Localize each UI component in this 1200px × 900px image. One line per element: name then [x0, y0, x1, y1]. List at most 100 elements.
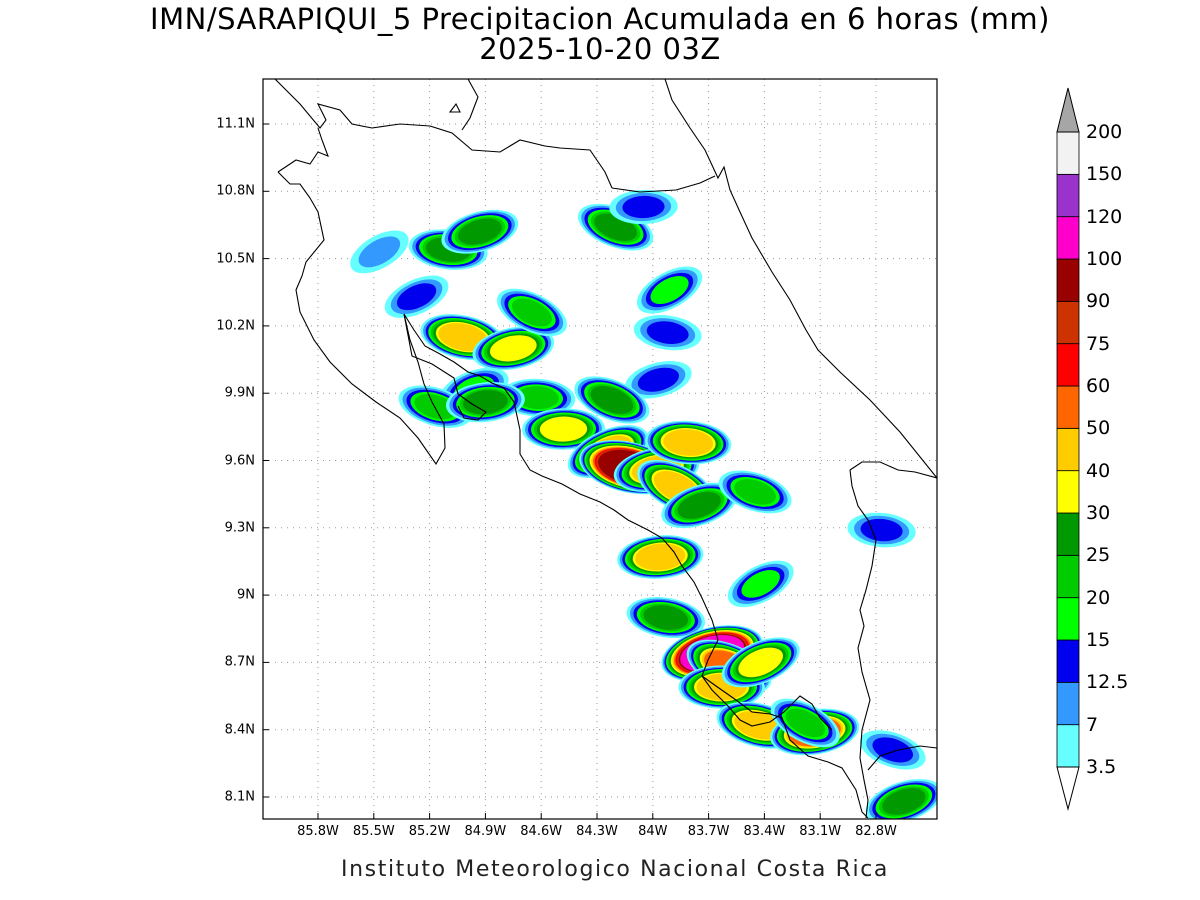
lon-tick-label: 82.8W: [855, 824, 897, 839]
lat-tick-label: 9N: [237, 587, 255, 603]
precip-contour: [622, 195, 665, 219]
colorbar-label: 50: [1086, 417, 1111, 440]
map-subtitle: 2025-10-20 03Z: [479, 32, 721, 66]
precip-cell: [770, 698, 840, 748]
colorbar-box: [1056, 173, 1080, 218]
precip-cell: [617, 535, 704, 579]
panama-pacific: [867, 745, 937, 771]
precip-contour: [643, 605, 689, 630]
colorbar-box: [1056, 470, 1080, 514]
colorbar-label: 90: [1086, 290, 1111, 313]
colorbar-label: 40: [1086, 459, 1111, 482]
precip-cell: [865, 779, 937, 819]
colorbar-label: 150: [1086, 163, 1123, 186]
colorbar-box: [1056, 216, 1080, 260]
lon-tick-label: 83.1W: [799, 824, 842, 839]
colorbar-label: 120: [1086, 205, 1123, 228]
footer-credit: Instituto Meteorologico Nacional Costa R…: [341, 857, 889, 882]
precip-contour: [511, 298, 552, 327]
pacific-coast-north: [277, 127, 869, 819]
lat-tick-label: 11.1N: [216, 116, 255, 132]
nicaragua-coast: [461, 79, 479, 131]
precip-cell: [721, 637, 800, 688]
colorbar-box: [1056, 258, 1080, 302]
colorbar-box: [1056, 343, 1080, 387]
lon-tick-label: 84.3W: [576, 824, 618, 839]
precip-cell: [384, 275, 449, 318]
lat-tick-label: 9.6N: [224, 453, 255, 468]
precip-cell: [633, 315, 702, 351]
lon-tick-label: 84.6W: [520, 824, 563, 839]
colorbar-label: 75: [1086, 332, 1111, 355]
precip-contour: [516, 386, 559, 410]
colorbar-label: 20: [1086, 586, 1111, 609]
panama-coast: [849, 461, 937, 479]
precip-contour: [872, 737, 914, 763]
precip-contour: [396, 283, 437, 311]
precip-contour: [738, 647, 783, 678]
lat-tick-label: 10.8N: [216, 183, 255, 199]
lon-tick-label: 85.2W: [408, 824, 451, 839]
precip-contour: [860, 518, 903, 542]
colorbar-box: [1056, 724, 1080, 768]
gulf-nicoya: [403, 313, 487, 421]
lon-tick-label: 84.9W: [464, 824, 507, 839]
colorbar-label: 7: [1086, 713, 1099, 736]
colorbar-label: 12.5: [1086, 671, 1129, 694]
precip-contour: [590, 386, 634, 414]
precip-cell: [859, 730, 926, 770]
lat-tick-label: 10.2N: [216, 318, 255, 334]
precip-contour: [637, 367, 679, 392]
precip-cell: [661, 482, 738, 529]
lon-tick-label: 85.8W: [297, 824, 339, 839]
precip-cell: [718, 470, 792, 514]
colorbar-box: [1056, 300, 1080, 345]
lat-tick-label: 10.5N: [216, 251, 255, 267]
lon-tick-label: 83.4W: [743, 824, 786, 839]
precip-contour: [741, 570, 780, 598]
precip-cell: [441, 209, 519, 254]
precip-cell: [727, 560, 794, 608]
precip-cell: [625, 361, 692, 399]
precip-cell: [350, 230, 409, 274]
precip-contour: [457, 218, 502, 245]
precip-cell: [645, 420, 732, 465]
colorbar-box: [1056, 554, 1080, 599]
lon-tick-label: 85.5W: [352, 824, 395, 839]
precip-contour: [358, 236, 401, 268]
precipitation-field: [350, 189, 937, 819]
colorbar-label: 25: [1086, 544, 1111, 567]
colorbar-max-arrow: [1056, 87, 1080, 133]
coastline-borders: [274, 79, 937, 819]
precip-cell: [472, 326, 555, 371]
precip-contour: [539, 416, 588, 442]
colorbar-box: [1056, 512, 1080, 556]
precip-contour: [734, 479, 776, 505]
colorbar-label: 15: [1086, 629, 1111, 651]
precip-contour: [785, 708, 826, 738]
precip-cell: [636, 266, 703, 314]
colorbar: [1056, 87, 1080, 811]
caribbean-coast: [664, 79, 937, 479]
colorbar-box: [1056, 427, 1080, 472]
border-nicaragua: [611, 175, 716, 193]
colorbar-box: [1056, 385, 1080, 429]
colorbar-label: 30: [1086, 502, 1111, 524]
lat-tick-label: 9.3N: [224, 520, 255, 536]
precip-contour: [438, 323, 488, 352]
colorbar-box: [1056, 131, 1080, 175]
precip-contour: [882, 788, 926, 815]
colorbar-label: 100: [1086, 248, 1123, 270]
colorbar-label: 3.5: [1086, 756, 1117, 778]
colorbar-min-arrow: [1056, 766, 1080, 811]
precip-contour: [677, 491, 721, 519]
precip-contour: [663, 429, 714, 456]
osa-peninsula: [701, 675, 833, 731]
precip-cell: [499, 378, 576, 417]
colorbar-box: [1056, 681, 1080, 726]
precip-cell: [496, 288, 567, 337]
border-panama: [849, 469, 877, 819]
map-title: IMN/SARAPIQUI_5 Precipitacion Acumulada …: [150, 2, 1050, 36]
precip-cell: [626, 597, 706, 639]
colorbar-box: [1056, 597, 1080, 641]
